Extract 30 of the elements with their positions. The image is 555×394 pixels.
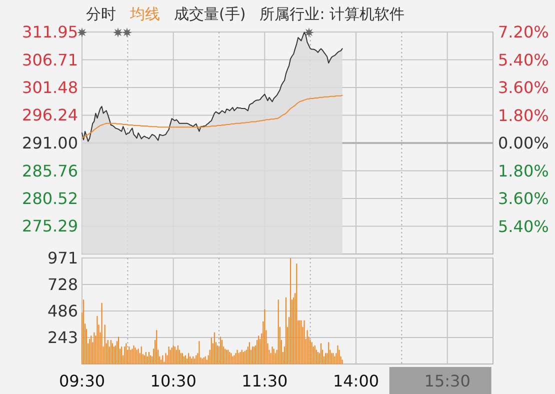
y-tick-label: 296.24 <box>22 106 78 125</box>
y2-tick-label: 0.00% <box>498 134 549 152</box>
x-tick-label: 10:30 <box>150 372 196 390</box>
y-tick-label: 285.76 <box>22 161 78 180</box>
y2-tick-label: 5.40% <box>498 50 549 70</box>
y-tick-label: 243 <box>47 328 78 347</box>
y-tick-label: 275.29 <box>22 216 78 236</box>
text: 分时 <box>86 5 116 23</box>
x-tick-label: 15:30 <box>424 372 470 390</box>
y2-tick-label: 7.20% <box>498 22 549 42</box>
y-tick-label: 971 <box>47 248 78 268</box>
y-tick-label: 486 <box>47 301 78 320</box>
x-tick-label: 11:30 <box>242 372 288 390</box>
y2-tick-label: 1.80% <box>498 106 549 125</box>
y-tick-label: 291.00 <box>22 134 78 152</box>
y2-tick-label: 3.60% <box>498 78 549 97</box>
y2-tick-label: 1.80% <box>498 161 549 180</box>
text: 成交量(手) <box>174 5 246 23</box>
y-tick-label: 280.52 <box>22 189 78 208</box>
line-series <box>82 94 343 139</box>
x-tick-label: 14:00 <box>332 372 380 390</box>
y2-tick-label: 3.60% <box>498 189 549 208</box>
y-tick-label: 728 <box>47 275 78 294</box>
x-tick-label: 09:30 <box>58 372 106 390</box>
text: 均线 <box>129 5 160 23</box>
text: 所属行业: 计算机软件 <box>260 5 405 23</box>
y-tick-label: 311.95 <box>22 22 78 42</box>
y-tick-label: 301.48 <box>22 78 78 97</box>
y-tick-label: 306.71 <box>22 50 78 70</box>
y2-tick-label: 5.40% <box>498 216 549 236</box>
